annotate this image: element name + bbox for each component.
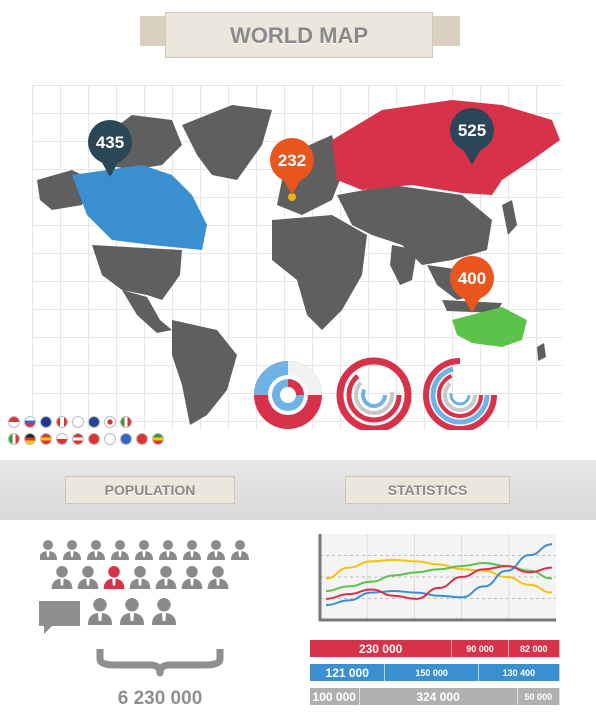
flag-icon <box>8 433 20 445</box>
statistics-title: STATISTICS <box>346 482 509 498</box>
flag-icon <box>88 416 100 428</box>
stat-row: 230 00090 00082 000 <box>310 640 560 657</box>
world-map-svg: 435 232 525 400 <box>32 85 562 430</box>
stat-cell: 121 000 <box>310 664 385 681</box>
world-map: 435 232 525 400 <box>32 85 562 430</box>
stat-cell: 50 000 <box>518 688 560 705</box>
radial-chart-3 <box>426 361 494 429</box>
population-total: 6 230 000 <box>100 688 220 710</box>
flag-row-2 <box>8 433 164 445</box>
person-icon <box>87 540 105 560</box>
pin-value-russia: 525 <box>458 121 486 140</box>
stat-cell: 324 000 <box>360 688 518 705</box>
person-icon <box>40 540 57 560</box>
stat-cell: 82 000 <box>509 640 560 657</box>
flag-icon <box>72 416 84 428</box>
person-icon <box>231 540 249 560</box>
australia-highlight <box>452 307 527 347</box>
page-title: WORLD MAP <box>166 23 432 49</box>
population-people <box>40 532 290 662</box>
radial-chart-2 <box>340 361 408 429</box>
flag-icon <box>40 416 52 428</box>
person-icon <box>78 566 99 589</box>
population-ribbon: POPULATION <box>65 476 235 504</box>
flag-icon <box>24 416 36 428</box>
stat-cell: 150 000 <box>385 664 478 681</box>
person-icon <box>152 598 176 625</box>
statistics-ribbon: STATISTICS <box>345 476 510 504</box>
flag-icon <box>120 416 132 428</box>
person-icon <box>156 566 177 589</box>
flag-icon <box>104 416 116 428</box>
person-icon <box>159 540 177 560</box>
stat-cell: 90 000 <box>452 640 508 657</box>
flag-icon <box>24 433 36 445</box>
stat-cell: 230 000 <box>310 640 452 657</box>
south-america-shape <box>172 320 237 425</box>
pin-value-north-america: 435 <box>96 133 124 152</box>
stat-cell: 130 400 <box>479 664 560 681</box>
flag-icon <box>72 433 84 445</box>
person-icon <box>88 598 112 625</box>
population-title: POPULATION <box>66 482 234 498</box>
flag-icon <box>88 433 100 445</box>
stat-row: 121 000150 000130 400 <box>310 664 560 681</box>
header-ribbon: WORLD MAP <box>165 12 433 58</box>
flag-icon <box>56 416 68 428</box>
person-icon <box>63 540 81 560</box>
greenland-shape <box>182 105 272 180</box>
flag-row-1 <box>8 416 132 428</box>
person-icon <box>120 598 144 625</box>
japan-shape <box>502 200 517 235</box>
stat-row: 100 000324 00050 000 <box>310 688 560 705</box>
brace-icon <box>95 645 225 677</box>
north-america-highlight <box>72 165 207 250</box>
person-icon <box>207 540 225 560</box>
flag-icon <box>8 416 20 428</box>
flag-icon <box>120 433 132 445</box>
usa-shape <box>92 245 182 300</box>
flag-icon <box>40 433 52 445</box>
speech-bubble-icon <box>36 598 86 638</box>
india-shape <box>390 245 417 285</box>
person-icon <box>182 566 203 589</box>
statistics-line-chart <box>310 532 560 624</box>
person-icon <box>208 566 229 589</box>
person-icon <box>130 566 151 589</box>
person-icon <box>183 540 201 560</box>
russia-highlight <box>332 100 560 195</box>
radial-chart-1 <box>254 361 322 429</box>
flag-icon <box>152 433 164 445</box>
person-icon <box>52 566 73 589</box>
flag-icon <box>104 433 116 445</box>
pin-value-australia: 400 <box>458 269 486 288</box>
africa-shape <box>272 215 367 330</box>
person-icon <box>135 540 153 560</box>
person-icon <box>111 540 129 560</box>
stat-cell: 100 000 <box>310 688 360 705</box>
flag-icon <box>136 433 148 445</box>
person-icon <box>104 566 125 589</box>
pin-value-europe: 232 <box>278 151 306 170</box>
new-zealand-shape <box>537 343 546 361</box>
flag-icon <box>56 433 68 445</box>
